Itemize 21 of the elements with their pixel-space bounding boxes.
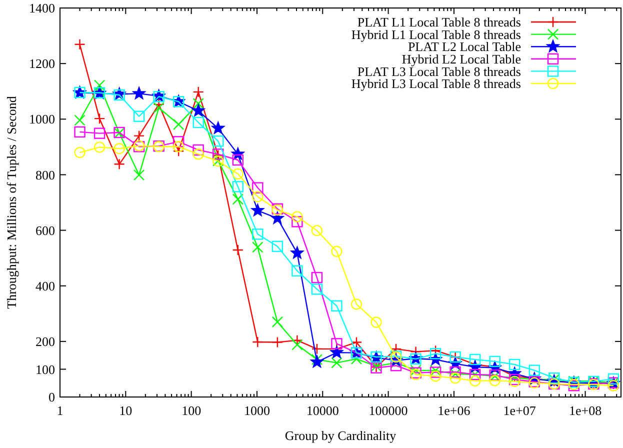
y-tick-label: 1000	[29, 112, 55, 127]
y-tick-label: 600	[36, 222, 55, 238]
x-tick-label: 1000	[244, 403, 270, 418]
x-tick-label: 100000	[368, 403, 408, 418]
x-tick-label: 10	[119, 403, 132, 418]
y-tick-label: 400	[36, 278, 55, 294]
x-tick-label: 1e+07	[503, 403, 536, 418]
legend-label: Hybrid L3 Local Table 8 threads	[351, 76, 521, 92]
x-tick-label: 1	[56, 403, 64, 418]
y-tick-label: 1200	[29, 56, 55, 72]
y-tick-label: 200	[36, 334, 55, 349]
y-axis-title: Throughput: Millions of Tuples / Second	[4, 96, 19, 309]
x-tick-label: 1e+06	[438, 403, 471, 418]
y-tick-label: 0	[48, 390, 55, 405]
y-tick-label: 800	[36, 167, 55, 182]
x-tick-label: 10000	[306, 403, 339, 418]
x-axis-title: Group by Cardinality	[284, 428, 397, 443]
y-tick-label: 1400	[29, 0, 55, 16]
x-tick-label: 100	[182, 403, 202, 418]
y-tick-label: 100	[36, 362, 55, 377]
x-tick-label: 1e+08	[568, 403, 602, 418]
